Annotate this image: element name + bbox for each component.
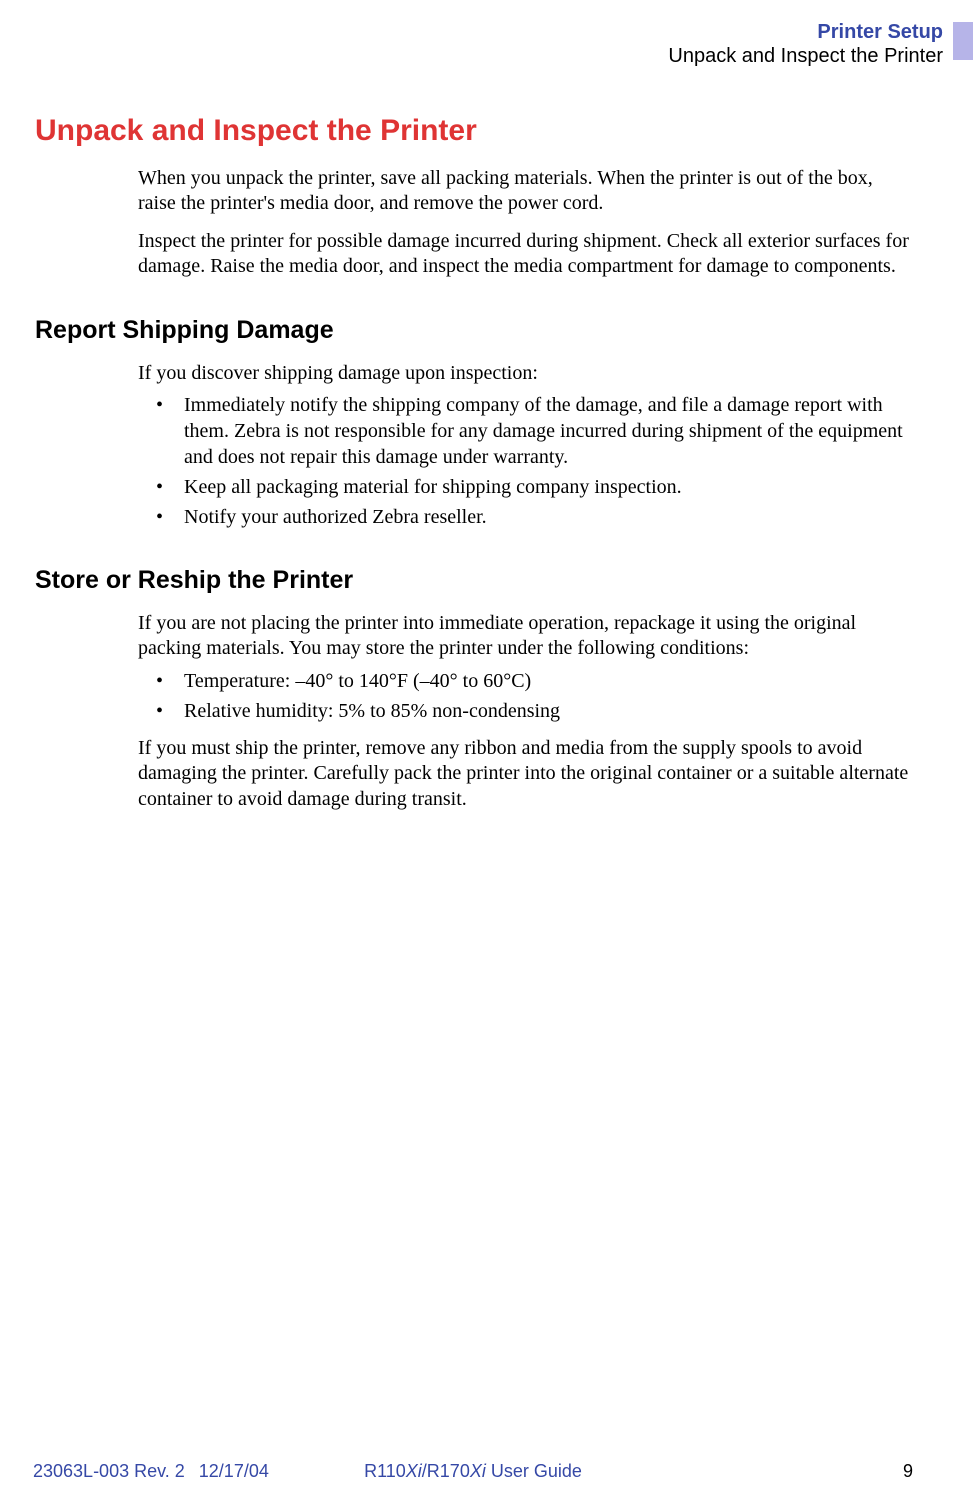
section-heading: Store or Reship the Printer [35, 566, 913, 595]
list-item: Relative humidity: 5% to 85% non-condens… [156, 698, 913, 724]
running-header: Printer Setup Unpack and Inspect the Pri… [35, 18, 913, 68]
header-chapter: Printer Setup [668, 20, 943, 44]
paragraph: If you discover shipping damage upon ins… [138, 361, 913, 386]
bullet-list: Immediately notify the shipping company … [156, 392, 913, 530]
list-item: Keep all packaging material for shipping… [156, 474, 913, 500]
paragraph: If you must ship the printer, remove any… [138, 736, 913, 812]
paragraph: When you unpack the printer, save all pa… [138, 166, 913, 217]
footer-guide-part: /R170 [422, 1461, 470, 1481]
footer-guide-title: R110Xi/R170Xi User Guide [33, 1461, 913, 1482]
section-heading: Report Shipping Damage [35, 316, 913, 345]
header-section-title: Unpack and Inspect the Printer [668, 44, 943, 68]
list-item: Immediately notify the shipping company … [156, 392, 913, 470]
body-column: If you discover shipping damage upon ins… [138, 361, 913, 530]
body-column: If you are not placing the printer into … [138, 611, 913, 812]
list-item: Notify your authorized Zebra reseller. [156, 504, 913, 530]
footer-guide-part: User Guide [486, 1461, 582, 1481]
footer-guide-italic: Xi [470, 1461, 486, 1481]
list-item: Temperature: –40° to 140°F (–40° to 60°C… [156, 668, 913, 694]
page-footer: 23063L-003 Rev. 212/17/04 R110Xi/R170Xi … [33, 1461, 913, 1482]
paragraph: Inspect the printer for possible damage … [138, 229, 913, 280]
body-column: When you unpack the printer, save all pa… [138, 166, 913, 280]
bullet-list: Temperature: –40° to 140°F (–40° to 60°C… [156, 668, 913, 724]
page: Printer Setup Unpack and Inspect the Pri… [0, 0, 973, 1506]
page-number: 9 [903, 1461, 913, 1482]
footer-guide-italic: Xi [406, 1461, 422, 1481]
paragraph: If you are not placing the printer into … [138, 611, 913, 662]
footer-guide-part: R110 [364, 1461, 406, 1481]
page-title: Unpack and Inspect the Printer [35, 114, 913, 148]
header-section-tab [953, 22, 973, 60]
header-text: Printer Setup Unpack and Inspect the Pri… [668, 18, 943, 68]
main-content: Unpack and Inspect the Printer When you … [35, 114, 913, 812]
